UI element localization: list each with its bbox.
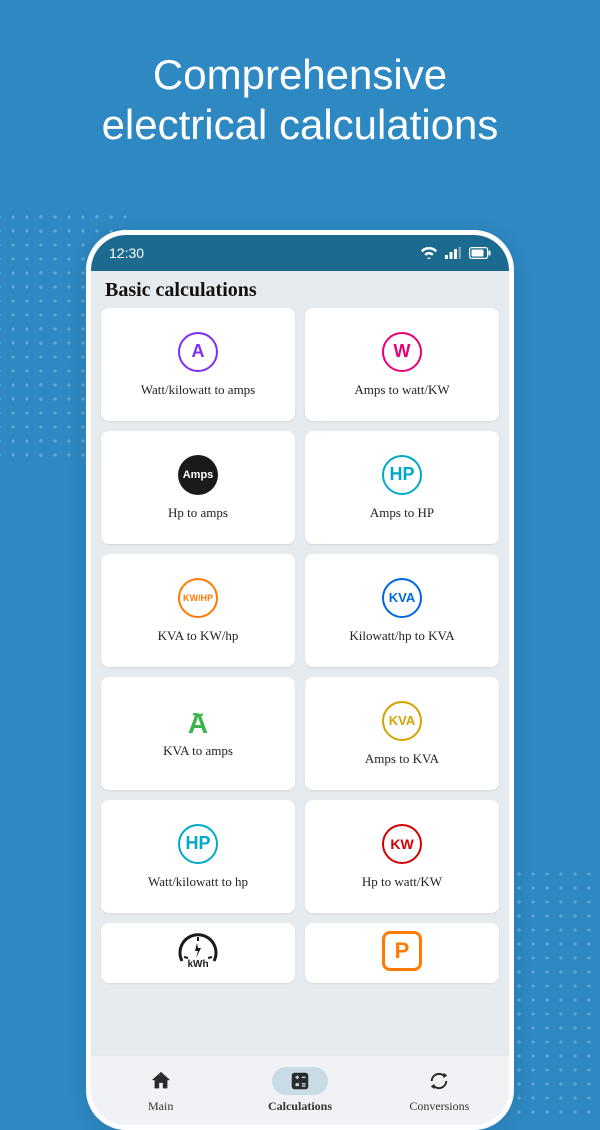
card-icon: P — [382, 931, 422, 971]
card-label: Kilowatt/hp to KVA — [349, 628, 454, 644]
calculation-card[interactable]: KVA Kilowatt/hp to KVA — [305, 554, 499, 667]
calculation-card[interactable]: Amps Hp to amps — [101, 431, 295, 544]
card-icon: HP — [178, 824, 218, 864]
status-time: 12:30 — [109, 245, 144, 261]
card-icon: Amps — [178, 455, 218, 495]
calculation-card[interactable]: KW Hp to watt/KW — [305, 800, 499, 913]
calculation-card[interactable]: KVA Amps to KVA — [305, 677, 499, 790]
nav-label: Conversions — [409, 1099, 469, 1114]
status-bar: 12:30 — [91, 235, 509, 271]
sync-icon — [411, 1067, 467, 1095]
card-label: KVA to KW/hp — [158, 628, 239, 644]
card-icon: KVA — [382, 701, 422, 741]
section-title: Basic calculations — [91, 271, 509, 308]
card-icon: ~A — [188, 708, 208, 734]
calculation-card[interactable]: W Amps to watt/KW — [305, 308, 499, 421]
card-label: Amps to KVA — [365, 751, 439, 767]
calc-icon — [272, 1067, 328, 1095]
status-icons — [421, 247, 491, 259]
card-label: Amps to watt/KW — [354, 382, 449, 398]
calculations-grid: A Watt/kilowatt to amps W Amps to watt/KW Am… — [91, 308, 509, 983]
nav-label: Calculations — [268, 1099, 332, 1114]
headline: Comprehensive electrical calculations — [0, 0, 600, 191]
card-icon: KW/HP — [178, 578, 218, 618]
content-area: Basic calculations A Watt/kilowatt to amp… — [91, 271, 509, 1055]
wifi-icon — [421, 247, 437, 259]
card-label: Watt/kilowatt to hp — [148, 874, 248, 890]
card-icon: W — [382, 332, 422, 372]
card-icon: KVA — [382, 578, 422, 618]
gauge-icon: kWh — [176, 931, 220, 976]
headline-line1: Comprehensive — [40, 50, 560, 100]
nav-label: Main — [148, 1099, 173, 1114]
phone-frame: 12:30 Basic calculations A Watt/kilowatt … — [86, 230, 514, 1130]
card-label: Amps to HP — [370, 505, 434, 521]
nav-main[interactable]: Main — [91, 1056, 230, 1125]
card-icon: A — [178, 332, 218, 372]
home-icon — [133, 1067, 189, 1095]
card-label: KVA to amps — [163, 743, 233, 759]
calculation-card[interactable]: KW/HP KVA to KW/hp — [101, 554, 295, 667]
signal-icon — [445, 247, 461, 259]
calculation-card[interactable]: P — [305, 923, 499, 983]
calculation-card[interactable]: kWh — [101, 923, 295, 983]
battery-icon — [469, 247, 491, 259]
nav-calculations[interactable]: Calculations — [230, 1056, 369, 1125]
headline-line2: electrical calculations — [40, 100, 560, 150]
nav-conversions[interactable]: Conversions — [370, 1056, 509, 1125]
svg-text:kWh: kWh — [187, 959, 208, 970]
calculation-card[interactable]: HP Watt/kilowatt to hp — [101, 800, 295, 913]
card-icon: HP — [382, 455, 422, 495]
calculation-card[interactable]: ~A KVA to amps — [101, 677, 295, 790]
calculation-card[interactable]: HP Amps to HP — [305, 431, 499, 544]
card-label: Hp to watt/KW — [362, 874, 442, 890]
card-label: Watt/kilowatt to amps — [141, 382, 256, 398]
card-icon: KW — [382, 824, 422, 864]
card-label: Hp to amps — [168, 505, 228, 521]
calculation-card[interactable]: A Watt/kilowatt to amps — [101, 308, 295, 421]
bottom-nav: Main Calculations Conversions — [91, 1055, 509, 1125]
